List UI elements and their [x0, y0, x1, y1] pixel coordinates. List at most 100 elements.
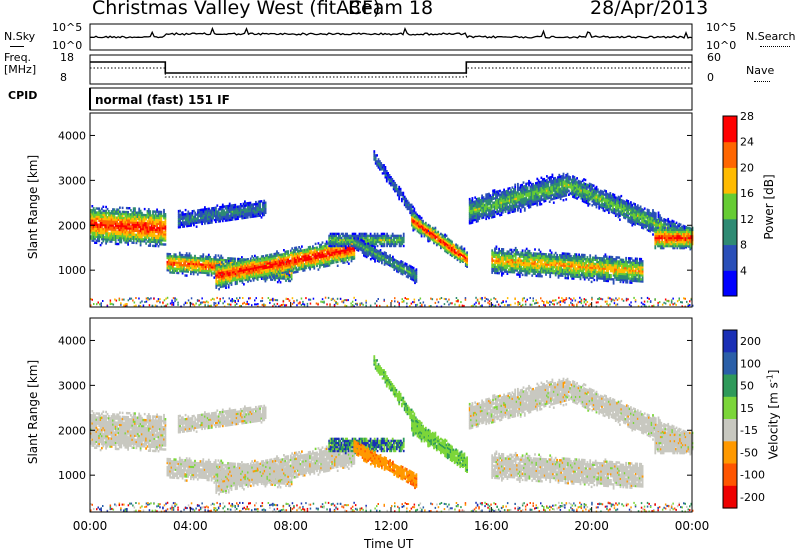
- power-cell: [519, 208, 522, 211]
- power-cell: [169, 271, 172, 274]
- power-cell: [191, 268, 194, 272]
- power-cell: [264, 207, 267, 210]
- power-cell: [256, 270, 259, 273]
- power-cell: [256, 274, 259, 277]
- power-cell: [255, 276, 258, 279]
- power-cell: [147, 228, 150, 231]
- power-cell: [142, 228, 145, 231]
- power-cell: [123, 239, 125, 242]
- power-cell: [206, 273, 209, 277]
- power-cell: [334, 253, 336, 256]
- power-cell: [185, 254, 188, 257]
- power-cell: [325, 250, 328, 253]
- power-cell: [121, 232, 124, 236]
- power-cell: [343, 255, 346, 258]
- power-cell: [132, 211, 135, 214]
- power-cell: [318, 260, 321, 263]
- power-cell: [289, 269, 292, 273]
- power-cell: [152, 228, 154, 231]
- power-cell: [117, 216, 120, 219]
- power-cell: [98, 209, 101, 212]
- power-cell: [112, 208, 114, 211]
- power-cell: [251, 259, 254, 262]
- power-cell: [95, 229, 98, 232]
- power-cell: [241, 271, 244, 274]
- power-cell: [342, 242, 344, 246]
- power-cell: [117, 214, 120, 217]
- power-cell: [338, 252, 340, 255]
- power-cell: [134, 225, 136, 228]
- power-cell: [199, 259, 202, 262]
- power-cell: [160, 220, 163, 224]
- power-cell: [161, 214, 164, 218]
- power-cell: [331, 240, 333, 244]
- power-cell: [226, 262, 229, 265]
- power-cell: [134, 221, 136, 224]
- power-cell: [351, 240, 354, 244]
- power-cell: [265, 254, 267, 257]
- power-cell: [301, 259, 303, 262]
- power-cell: [181, 259, 184, 263]
- power-cell: [174, 253, 177, 256]
- power-cell: [350, 259, 353, 263]
- power-cell: [91, 211, 94, 214]
- power-cell: [314, 256, 317, 260]
- power-cell: [202, 255, 205, 258]
- power-cell: [159, 222, 161, 226]
- power-cell: [301, 249, 303, 252]
- power-cell: [412, 266, 415, 270]
- power-cell: [107, 210, 110, 213]
- power-cell: [91, 229, 94, 232]
- power-cell: [335, 246, 338, 250]
- power-cell: [290, 275, 293, 279]
- power-cell: [299, 253, 302, 257]
- power-cell: [263, 266, 266, 270]
- power-cell: [314, 246, 317, 250]
- power-cell: [172, 259, 174, 262]
- power-cell: [134, 229, 136, 232]
- power-cell: [150, 214, 153, 217]
- power-cell: [269, 253, 271, 257]
- power-cell: [128, 221, 131, 224]
- power-cell: [282, 273, 285, 276]
- power-cell: [110, 220, 113, 223]
- power-cell: [152, 210, 154, 213]
- power-cell: [284, 268, 287, 272]
- power-cell: [116, 236, 118, 240]
- power-cell: [309, 266, 311, 269]
- power-cell: [223, 270, 226, 274]
- power-cell: [349, 242, 351, 246]
- power-cell: [142, 226, 145, 229]
- power-cell: [131, 223, 134, 226]
- power-cell: [219, 267, 222, 270]
- power-cell: [112, 232, 114, 235]
- power-cell: [247, 272, 249, 275]
- power-cell: [358, 236, 361, 240]
- power-cell: [117, 224, 120, 227]
- power-cell: [321, 249, 324, 252]
- power-cell: [160, 222, 163, 226]
- power-cell: [269, 261, 271, 265]
- power-cell: [466, 253, 468, 256]
- power-cell: [203, 271, 206, 274]
- power-cell: [119, 212, 121, 215]
- power-cell: [344, 236, 347, 240]
- power-cell: [288, 264, 291, 267]
- power-cell: [307, 266, 310, 269]
- power-cell: [255, 260, 258, 263]
- power-cell: [263, 258, 266, 262]
- power-cell: [292, 255, 295, 258]
- power-cell: [266, 266, 269, 269]
- power-cell: [313, 261, 316, 264]
- power-cell: [270, 259, 273, 262]
- power-cell: [306, 260, 309, 263]
- power-cell: [226, 274, 229, 277]
- power-cell: [328, 252, 331, 255]
- power-cell: [157, 216, 160, 220]
- power-cell: [222, 283, 225, 286]
- power-cell: [302, 267, 305, 270]
- power-cell: [230, 277, 233, 280]
- power-cell: [285, 268, 288, 271]
- power-cell: [192, 260, 195, 264]
- power-cell: [321, 251, 324, 254]
